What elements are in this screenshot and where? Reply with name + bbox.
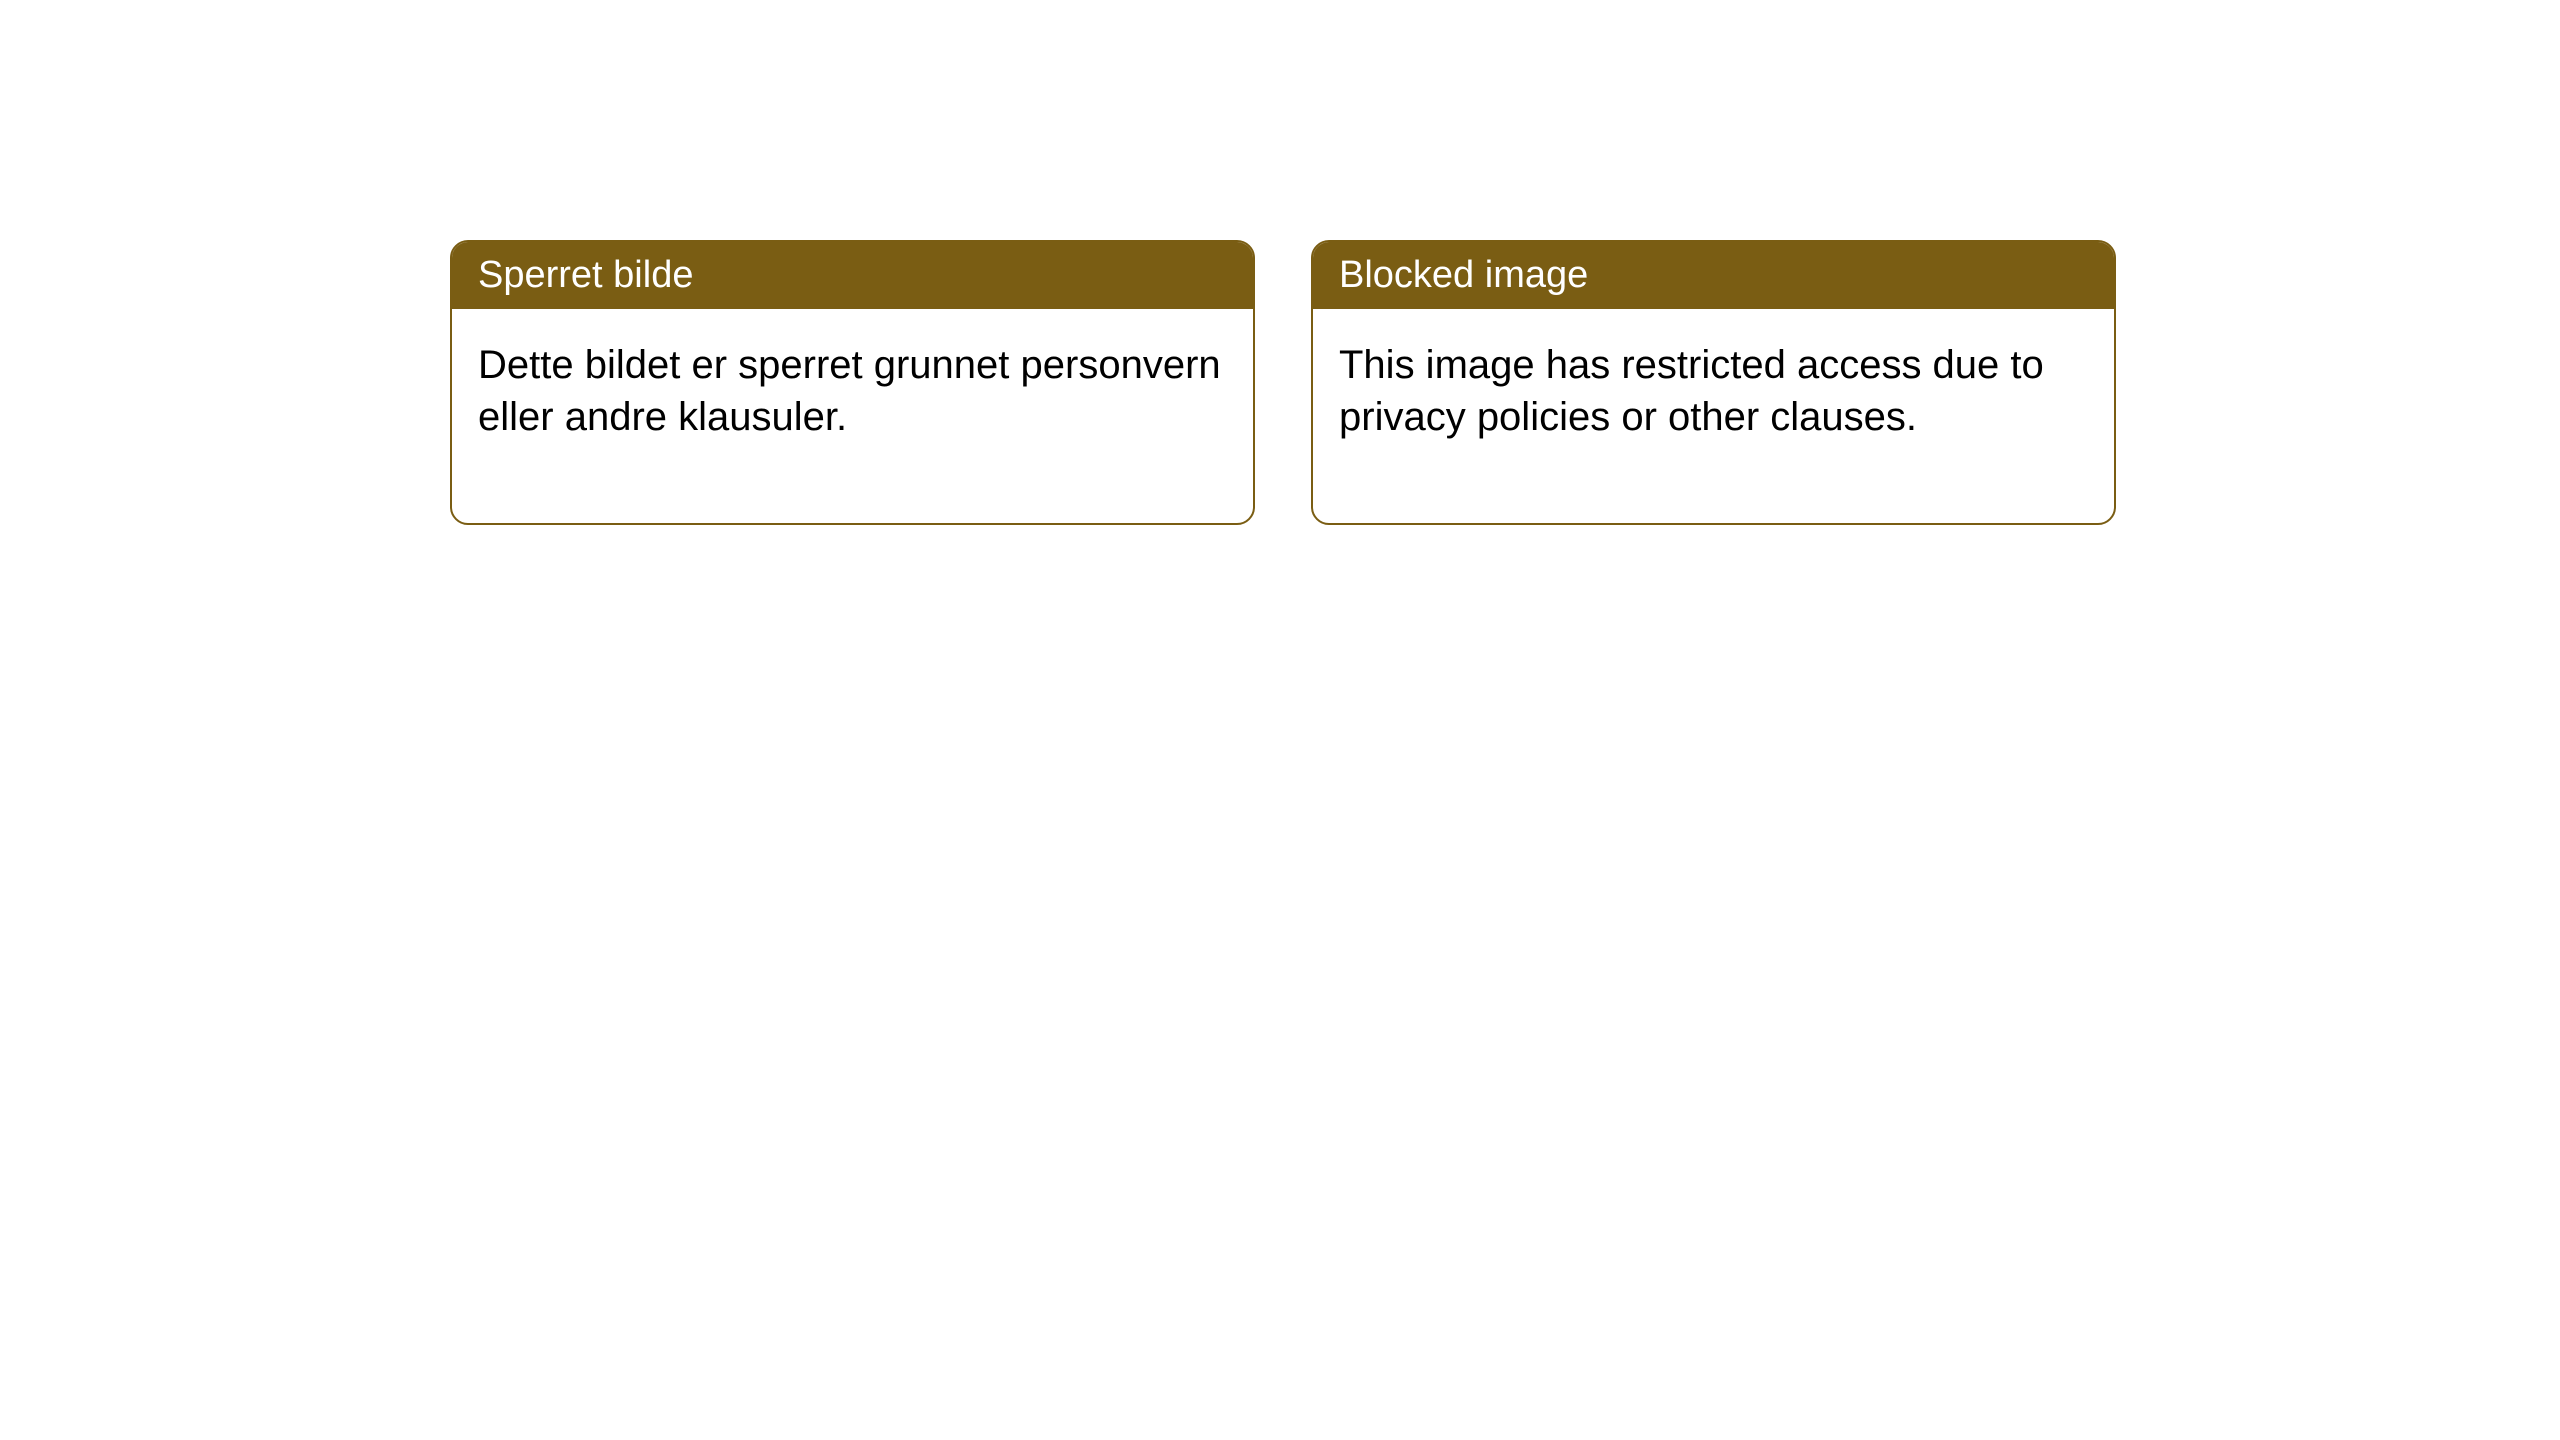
card-title: Blocked image (1339, 254, 1588, 296)
card-header: Blocked image (1313, 242, 2114, 309)
card-body: This image has restricted access due to … (1313, 309, 2114, 523)
card-title: Sperret bilde (478, 254, 693, 296)
blocked-image-card-english: Blocked image This image has restricted … (1311, 240, 2116, 525)
card-body-text: This image has restricted access due to … (1339, 343, 2044, 439)
card-body-text: Dette bildet er sperret grunnet personve… (478, 343, 1221, 439)
card-header: Sperret bilde (452, 242, 1253, 309)
notice-cards-container: Sperret bilde Dette bildet er sperret gr… (450, 240, 2116, 525)
blocked-image-card-norwegian: Sperret bilde Dette bildet er sperret gr… (450, 240, 1255, 525)
card-body: Dette bildet er sperret grunnet personve… (452, 309, 1253, 523)
